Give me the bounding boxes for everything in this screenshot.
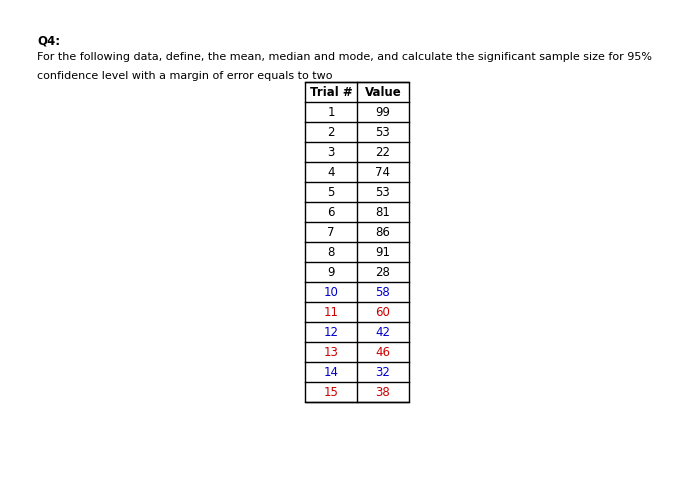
Text: 12: 12: [324, 326, 338, 339]
Text: 15: 15: [324, 385, 338, 398]
Text: Value: Value: [365, 86, 402, 99]
Text: 86: 86: [375, 226, 390, 239]
Text: 46: 46: [375, 346, 390, 359]
Text: Trial #: Trial #: [309, 86, 353, 99]
Text: 1: 1: [328, 106, 335, 119]
Text: 42: 42: [375, 326, 390, 339]
Text: 9: 9: [328, 265, 335, 278]
Text: 5: 5: [328, 185, 335, 199]
Text: 53: 53: [375, 185, 390, 199]
Text: 53: 53: [375, 125, 390, 138]
Text: 81: 81: [375, 206, 390, 219]
Text: 10: 10: [324, 285, 338, 298]
Text: 4: 4: [328, 165, 335, 178]
Text: 3: 3: [328, 145, 335, 158]
Text: 32: 32: [375, 366, 390, 378]
Text: Q4:: Q4:: [37, 35, 60, 48]
Text: 7: 7: [328, 226, 335, 239]
Text: confidence level with a margin of error equals to two: confidence level with a margin of error …: [37, 71, 332, 81]
Text: 99: 99: [375, 106, 390, 119]
Text: 74: 74: [375, 165, 390, 178]
Text: 58: 58: [375, 285, 390, 298]
Text: 8: 8: [328, 246, 335, 258]
Text: 14: 14: [324, 366, 338, 378]
Text: 28: 28: [375, 265, 390, 278]
Text: For the following data, define, the mean, median and mode, and calculate the sig: For the following data, define, the mean…: [37, 52, 652, 62]
Text: 13: 13: [324, 346, 338, 359]
Bar: [305, 82, 409, 402]
Text: 11: 11: [324, 305, 338, 319]
Text: 22: 22: [375, 145, 390, 158]
Text: 2: 2: [328, 125, 335, 138]
Text: 91: 91: [375, 246, 390, 258]
Text: 60: 60: [375, 305, 390, 319]
Text: 38: 38: [375, 385, 390, 398]
Text: 6: 6: [328, 206, 335, 219]
